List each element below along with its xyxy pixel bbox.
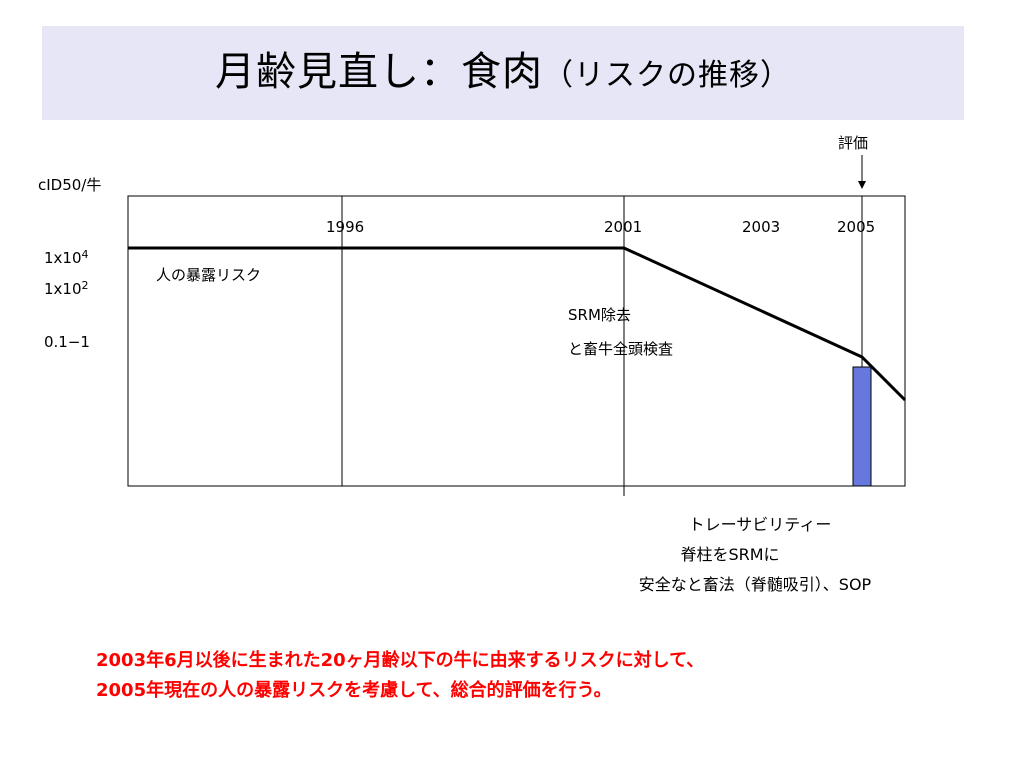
y-tick-1-exp: 4 [81, 248, 89, 261]
highlight-bars [852, 366, 872, 487]
series-lines [128, 246, 907, 402]
year-label-2001: 2001 [604, 218, 643, 236]
trace-note-line2: 脊柱をSRMに [680, 545, 780, 564]
y-tick-label-1: 1x104 [44, 246, 89, 267]
year-label-2003: 2003 [742, 218, 781, 236]
evaluation-arrow-head [858, 181, 866, 189]
trace-note-line1: トレーサビリティー [688, 515, 832, 534]
trace-note: トレーサビリティー 脊柱をSRMに 安全なと畜法（脊髄吸引）、SOP [600, 510, 920, 600]
conclusion-text: 2003年6月以後に生まれた20ヶ月齢以下の牛に由来するリスクに対して、 200… [96, 646, 704, 706]
title-band: 月齢見直し：食肉（リスクの推移） [42, 26, 964, 120]
highlight-bar-2005 [852, 366, 872, 487]
y-tick-label-3: 0.1−1 [44, 333, 90, 351]
y-axis-label: cID50/牛 [38, 176, 102, 194]
conclusion-line1: 2003年6月以後に生まれた20ヶ月齢以下の牛に由来するリスクに対して、 [96, 650, 705, 671]
y-tick-1-base: 1x10 [44, 249, 82, 267]
y-tick-2-exp: 2 [81, 279, 89, 292]
y-tick-label-2: 1x102 [44, 277, 89, 298]
srm-annotation-line2: と畜牛全頭検査 [568, 340, 674, 358]
trace-note-line3: 安全なと畜法（脊髄吸引）、SOP [638, 575, 872, 594]
series-label: 人の暴露リスク [156, 266, 262, 284]
srm-annotation-line1: SRM除去 [568, 306, 631, 324]
conclusion-line2: 2005年現在の人の暴露リスクを考慮して、総合的評価を行う。 [96, 680, 612, 701]
slide-title-main: 月齢見直し：食肉 [215, 49, 543, 95]
year-label-1996: 1996 [326, 218, 365, 236]
series-line-0 [128, 246, 907, 402]
slide-title-paren: （リスクの推移） [543, 58, 791, 93]
plot-area [127, 195, 906, 487]
evaluation-label: 評価 [838, 134, 869, 152]
year-label-2005: 2005 [837, 218, 876, 236]
y-tick-2-base: 1x10 [44, 280, 82, 298]
slide-title: 月齢見直し：食肉（リスクの推移） [42, 48, 964, 100]
evaluation-arrow [858, 155, 866, 189]
